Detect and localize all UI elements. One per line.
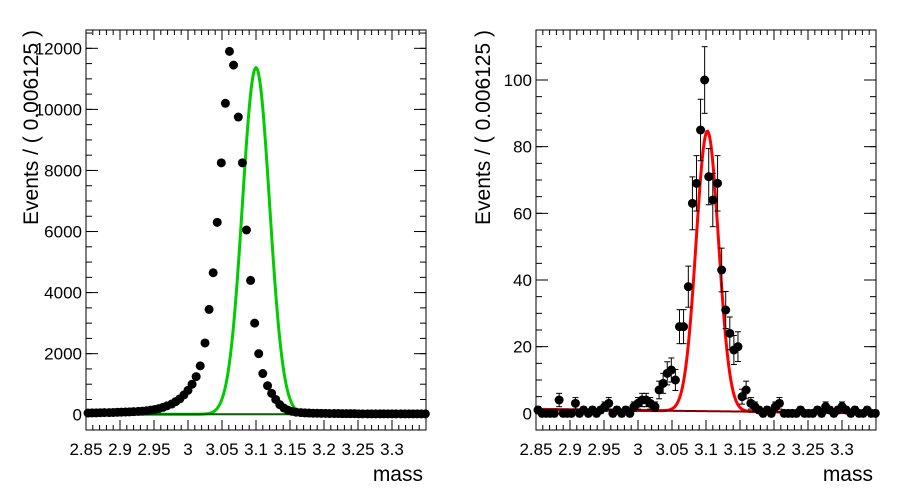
- right-y-tick-label: 100: [504, 71, 532, 90]
- right-x-tick-label: 3.05: [655, 440, 688, 459]
- left-data-point: [420, 409, 430, 419]
- right-data-point: [691, 178, 701, 188]
- right-data-point: [666, 365, 676, 375]
- right-x-tick-label: 3.2: [762, 440, 786, 459]
- right-data-point: [658, 378, 668, 388]
- left-data-point: [233, 112, 243, 122]
- right-x-tick-label: 3.3: [830, 440, 854, 459]
- left-data-point: [187, 379, 197, 389]
- left-data-point: [258, 369, 268, 379]
- right-data-point: [713, 178, 723, 188]
- right-x-tick-label: 3.25: [791, 440, 824, 459]
- left-data-point: [208, 268, 218, 278]
- left-data-point: [229, 60, 239, 70]
- left-data-point: [237, 158, 247, 168]
- left-x-tick-label: 2.9: [108, 440, 132, 459]
- right-data-point: [700, 75, 710, 85]
- right-data-point: [549, 408, 559, 418]
- right-plot-panel: 2.85 2.9 2.95 3 3.05 3.1 3.15 3.2 3.25 3.3 0 20 40 60…: [472, 29, 880, 486]
- right-x-tick-label: 2.95: [587, 440, 620, 459]
- left-x-tick-label: 2.95: [137, 440, 170, 459]
- right-data-point: [704, 172, 714, 182]
- left-x-tick-label: 3.3: [380, 440, 404, 459]
- right-y-tick-label: 80: [513, 138, 532, 157]
- right-data-point: [725, 328, 735, 338]
- right-data-point: [670, 375, 680, 385]
- right-data-point: [679, 322, 689, 332]
- left-data-point: [212, 217, 222, 227]
- left-y-tick-label: 8000: [44, 161, 82, 180]
- right-data-point: [733, 342, 743, 352]
- left-data-point: [191, 372, 201, 382]
- right-data-point: [741, 385, 751, 395]
- right-data-point: [650, 402, 660, 412]
- left-x-tick-label: 2.85: [69, 440, 102, 459]
- left-data-point: [246, 275, 256, 285]
- right-y-tick-label: 60: [513, 204, 532, 223]
- right-y-axis-label: Events / ( 0.006125 ): [472, 30, 495, 225]
- left-x-tick-label: 3.05: [205, 440, 238, 459]
- right-y-tick-label: 0: [523, 404, 532, 423]
- left-data-point: [220, 98, 230, 108]
- right-plot-ticks: 2.85 2.9 2.95 3 3.05 3.1 3.15 3.2 3.25 3.3 0 20 40 60…: [504, 29, 877, 459]
- right-data-point: [696, 125, 706, 135]
- right-data-point: [554, 395, 564, 405]
- left-data-point: [195, 361, 205, 371]
- right-x-tick-label: 3.15: [723, 440, 756, 459]
- right-data-point: [708, 195, 718, 205]
- left-y-tick-label: 6000: [44, 223, 82, 242]
- left-x-tick-label: 3.15: [273, 440, 306, 459]
- right-data-point: [717, 265, 727, 275]
- left-data-point: [254, 349, 264, 359]
- left-y-tick-label: 10000: [35, 100, 82, 119]
- left-plot-panel: 2.85 2.9 2.95 3 3.05 3.1 3.15 3.2 3.25 3.3 0 2000 40…: [20, 29, 430, 486]
- right-data-point: [687, 198, 697, 208]
- left-data-point: [216, 158, 226, 168]
- left-x-tick-label: 3.2: [312, 440, 336, 459]
- left-y-tick-label: 4000: [44, 284, 82, 303]
- right-x-axis-label: mass: [823, 463, 873, 486]
- right-data-point: [774, 398, 784, 408]
- right-data-point: [654, 385, 664, 395]
- right-y-tick-label: 40: [513, 271, 532, 290]
- right-x-tick-label: 2.85: [519, 440, 552, 459]
- left-data-point: [250, 318, 260, 328]
- left-data-point: [241, 225, 251, 235]
- left-x-tick-label: 3.1: [244, 440, 268, 459]
- right-y-tick-label: 20: [513, 338, 532, 357]
- left-data-point: [224, 46, 234, 56]
- right-data-point: [721, 305, 731, 315]
- left-y-tick-label: 12000: [35, 39, 82, 58]
- left-y-axis-label: Events / ( 0.006125 ): [20, 30, 43, 225]
- left-data-point: [200, 338, 210, 348]
- left-x-tick-label: 3: [183, 440, 192, 459]
- right-x-tick-label: 3: [633, 440, 642, 459]
- right-plot-marks: [533, 46, 880, 418]
- left-data-point: [263, 381, 273, 391]
- right-data-point: [570, 398, 580, 408]
- right-data-point: [604, 398, 614, 408]
- left-x-axis-label: mass: [373, 463, 423, 486]
- right-data-point: [683, 282, 693, 292]
- left-x-tick-label: 3.25: [341, 440, 374, 459]
- right-x-tick-label: 3.1: [694, 440, 718, 459]
- right-data-point: [566, 408, 576, 418]
- right-x-tick-label: 2.9: [558, 440, 582, 459]
- left-plot-marks: [83, 46, 430, 419]
- left-plot-ticks: 2.85 2.9 2.95 3 3.05 3.1 3.15 3.2 3.25 3.3 0 2000 40…: [35, 30, 427, 459]
- left-data-point: [204, 304, 214, 314]
- left-y-tick-label: 0: [73, 406, 82, 425]
- left-y-tick-label: 2000: [44, 345, 82, 364]
